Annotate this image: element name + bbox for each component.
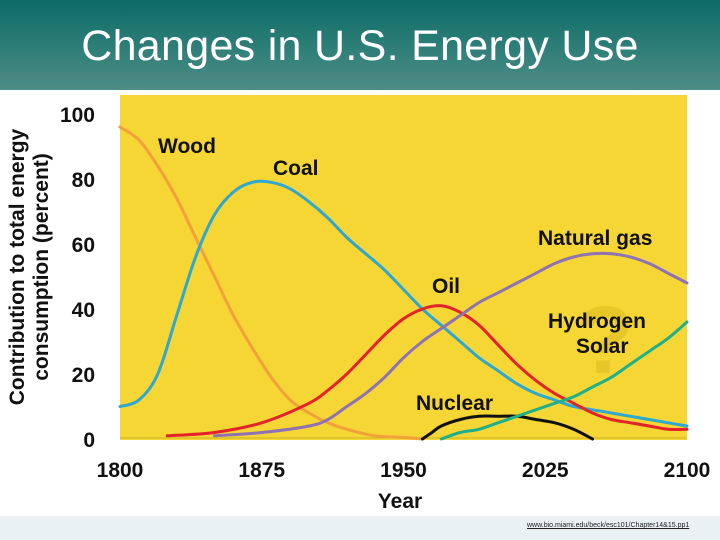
series-line-coal: [118, 179, 689, 428]
series-line-hydrogen-solar: [439, 320, 689, 441]
x-tick-label: 1800: [97, 459, 144, 482]
series-line-wood: [118, 125, 424, 441]
x-axis-title: Year: [378, 490, 422, 513]
y-tick-label: 20: [72, 364, 95, 387]
y-tick-label: 40: [72, 299, 95, 322]
series-line-nuclear: [420, 414, 594, 441]
plot-background: [120, 95, 687, 440]
x-tick-labels: 1800 1875 1950 2025 2100: [97, 459, 711, 482]
y-tick-label: 100: [60, 104, 95, 127]
x-tick-label: 2100: [664, 459, 711, 482]
question-mark: ?: [576, 287, 635, 394]
label-wood: Wood: [158, 135, 216, 158]
y-tick-label: 0: [83, 429, 95, 452]
y-tick-labels: 0 20 40 60 80 100: [60, 104, 95, 452]
label-natural-gas: Natural gas: [538, 227, 652, 250]
source-url-link[interactable]: www.bio.miami.edu/beck/esc101/Chapter14&…: [527, 522, 690, 529]
y-axis-title: Contribution to total energyconsumption …: [6, 128, 53, 405]
energy-chart: 0 20 40 60 80 100 1800 1875 1950 2025 2100 ? Wood…: [6, 95, 711, 513]
series-group: [118, 125, 689, 441]
label-oil: Oil: [432, 275, 460, 298]
slide-title: Changes in U.S. Energy Use: [81, 22, 639, 70]
series-line-oil: [165, 304, 689, 438]
y-tick-label: 60: [72, 234, 95, 257]
y-tick-label: 80: [72, 169, 95, 192]
series-line-natural-gas: [213, 251, 689, 438]
x-tick-label: 2025: [522, 459, 569, 482]
label-coal: Coal: [273, 157, 319, 180]
label-hydrogen: Hydrogen: [548, 310, 646, 333]
title-bar: Changes in U.S. Energy Use: [0, 0, 720, 90]
x-tick-label: 1950: [380, 459, 427, 482]
label-nuclear: Nuclear: [416, 392, 493, 415]
x-tick-label: 1875: [238, 459, 285, 482]
label-solar: Solar: [576, 335, 629, 358]
footer-bar: www.bio.miami.edu/beck/esc101/Chapter14&…: [0, 516, 720, 540]
